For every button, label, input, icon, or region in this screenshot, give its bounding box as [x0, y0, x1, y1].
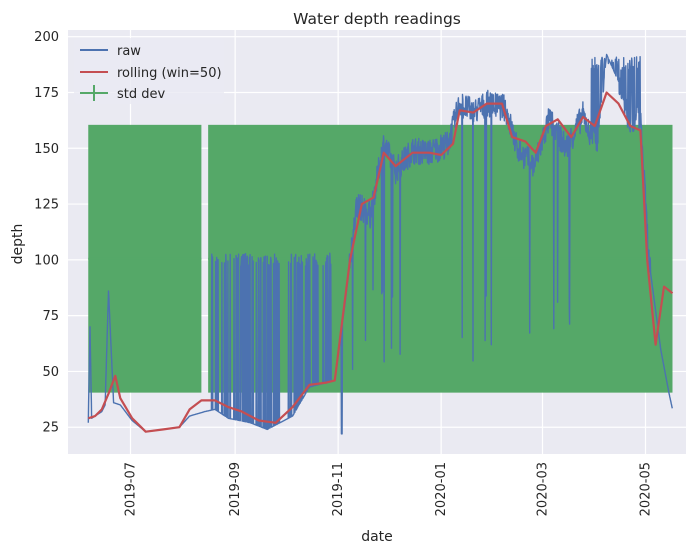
- y-tick-label: 200: [34, 30, 59, 45]
- rolling-series-line: [87, 91, 674, 433]
- legend-entry-std-dev: std dev: [117, 87, 166, 102]
- raw-series-line: [87, 53, 673, 435]
- x-tick-label: 2019-07: [123, 462, 138, 516]
- y-tick-label: 125: [34, 198, 59, 213]
- x-tick-label: 2019-09: [228, 462, 243, 516]
- x-tick-label: 2020-05: [638, 462, 653, 516]
- x-tick-label: 2019-11: [331, 462, 346, 516]
- series-layer: [87, 53, 674, 435]
- legend: raw rolling (win=50) std dev: [74, 38, 224, 104]
- legend-entry-rolling: rolling (win=50): [117, 66, 222, 81]
- y-tick-label: 50: [42, 365, 59, 380]
- y-tick-label: 25: [42, 421, 59, 436]
- x-tick-label: 2020-01: [434, 462, 449, 516]
- legend-box: [74, 38, 224, 104]
- x-tick-label: 2020-03: [535, 462, 550, 516]
- chart-title: Water depth readings: [293, 10, 461, 28]
- y-tick-label: 100: [34, 253, 59, 268]
- y-tick-label: 150: [34, 142, 59, 157]
- x-axis-label: date: [361, 529, 393, 545]
- legend-entry-raw: raw: [117, 44, 141, 59]
- tick-labels: 25 50 75 100 125 150 175 200 2019-07 2019-09 2019-…: [34, 30, 653, 516]
- y-axis-label: depth: [10, 224, 26, 265]
- y-tick-label: 75: [42, 309, 59, 324]
- y-tick-label: 175: [34, 86, 59, 101]
